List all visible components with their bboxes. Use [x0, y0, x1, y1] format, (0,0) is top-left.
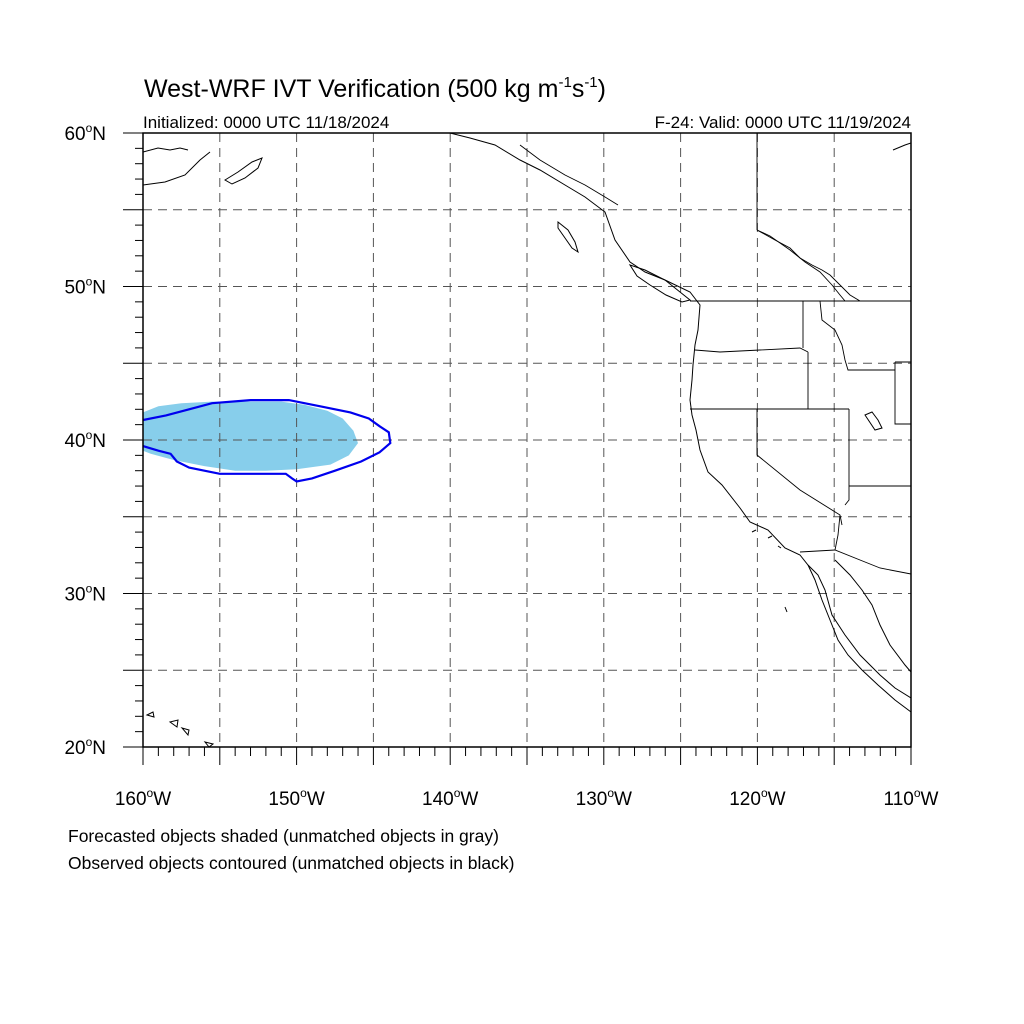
border-bc-ab — [756, 229, 846, 302]
border-ca-az — [834, 514, 841, 551]
figure-title: West-WRF IVT Verification (500 kg m-1s-1… — [144, 74, 606, 103]
border-ca-nv — [756, 409, 843, 526]
title-main: West-WRF IVT Verification (500 kg m — [144, 75, 558, 103]
lon-label: 110oW — [884, 786, 939, 810]
coastline-kodiak — [224, 157, 263, 185]
coastline-channel-islands — [751, 529, 788, 613]
lat-label: 60oN — [64, 121, 106, 145]
lon-label: 160oW — [115, 786, 171, 810]
title-sup2: -1 — [584, 74, 597, 91]
border-canada-river — [756, 229, 861, 302]
lat-label: 30oN — [64, 582, 106, 606]
latitude-labels: 20oN 30oN 40oN 50oN 60oN — [64, 121, 106, 759]
lat-label: 40oN — [64, 428, 106, 452]
coastline-vancouver-island — [628, 264, 692, 303]
coastline-sea-of-cortez — [834, 559, 911, 673]
lat-label: 20oN — [64, 735, 106, 759]
lon-label: 120oW — [729, 786, 785, 810]
border-mt-wy — [894, 361, 911, 425]
map-area — [143, 133, 911, 747]
lon-label: 150oW — [268, 786, 324, 810]
border-nv-ut — [844, 409, 850, 506]
coastline-haida-gwaii — [557, 220, 579, 254]
title-mid: s — [572, 75, 585, 103]
lat-label: 50oN — [64, 275, 106, 299]
lake-great-salt-lake — [864, 411, 883, 431]
gridlines — [143, 133, 911, 747]
border-us-mexico — [799, 549, 911, 575]
footnote-forecast: Forecasted objects shaded (unmatched obj… — [68, 826, 499, 846]
coastline-baja — [807, 564, 911, 713]
coastline-hudson-bay-edge — [892, 142, 911, 151]
footnote-observed: Observed objects contoured (unmatched ob… — [68, 853, 515, 873]
forecast-ivt-object — [143, 401, 358, 471]
coastline-north-america — [449, 133, 911, 699]
observed-ivt-contour — [143, 399, 392, 483]
axis-ticks — [123, 132, 912, 765]
initialized-label: Initialized: 0000 UTC 11/18/2024 — [143, 113, 389, 132]
border-id-mt — [819, 300, 895, 371]
longitude-labels: 160oW 150oW 140oW 130oW 120oW 110oW — [115, 786, 939, 810]
border-wa-or — [694, 347, 809, 353]
border-alaska-panhandle — [519, 144, 619, 206]
coastline-alaska-peninsula — [143, 147, 211, 186]
lon-label: 130oW — [576, 786, 632, 810]
coastlines — [143, 133, 911, 747]
title-end: ) — [598, 75, 606, 103]
political-borders — [519, 133, 911, 575]
lon-label: 140oW — [422, 786, 478, 810]
coastline-hawaii — [145, 711, 215, 747]
title-sup1: -1 — [558, 74, 571, 91]
valid-label: F-24: Valid: 0000 UTC 11/19/2024 — [655, 113, 911, 132]
